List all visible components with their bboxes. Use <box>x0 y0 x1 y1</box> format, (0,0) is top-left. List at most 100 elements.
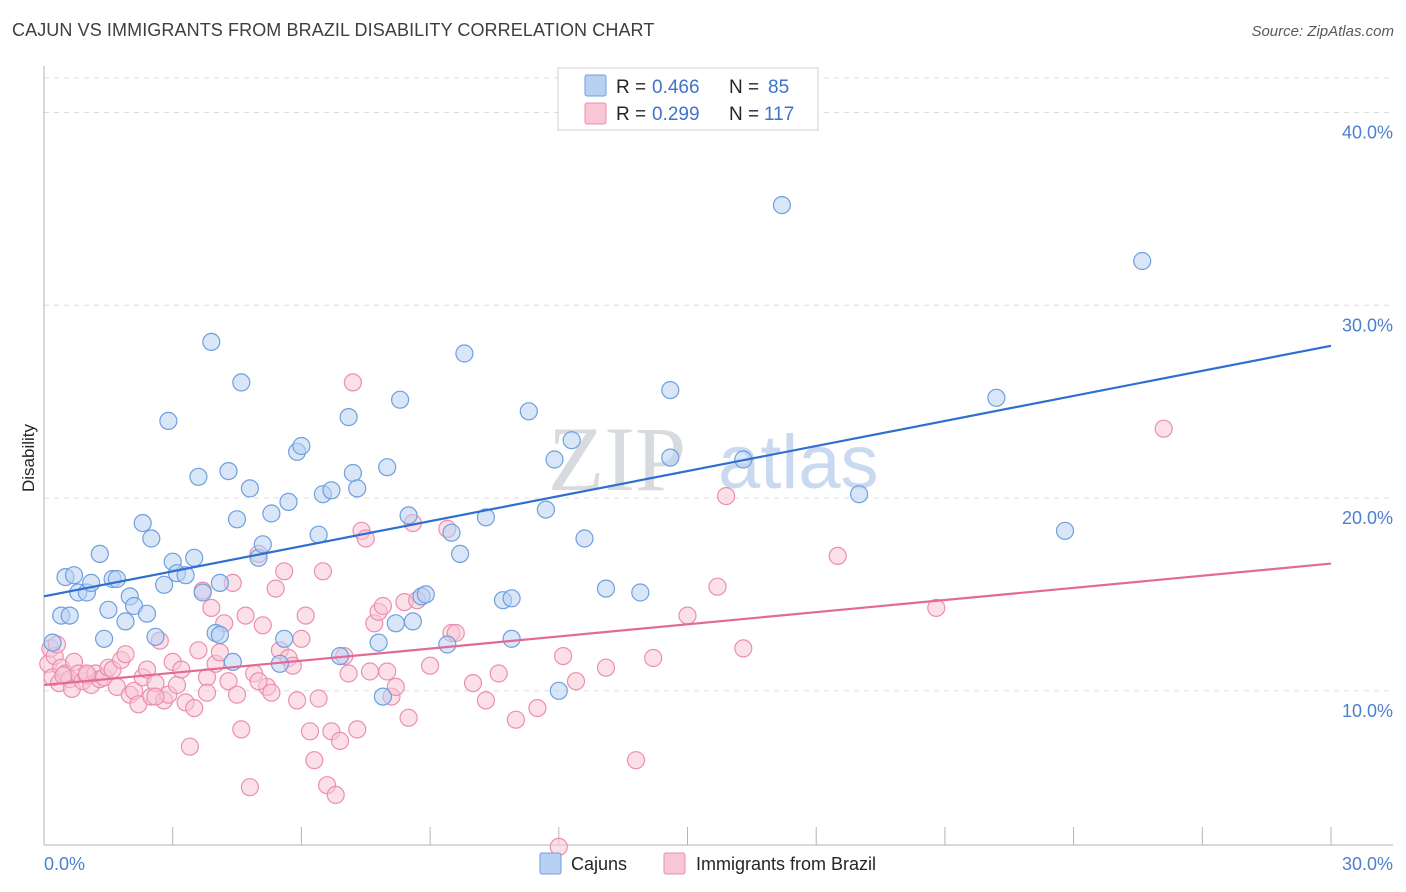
brazil-point <box>373 596 392 616</box>
cajun-point <box>1133 251 1152 271</box>
cajun-point <box>369 633 388 652</box>
legend-label-cajuns: Cajuns <box>571 854 627 874</box>
brazil-point <box>262 683 281 702</box>
cajun-point <box>133 513 152 533</box>
brazil-point <box>644 648 663 668</box>
brazil-point <box>927 598 946 618</box>
brazil-point <box>626 751 646 770</box>
cajun-point <box>399 506 418 525</box>
brazil-point <box>202 598 221 618</box>
trend-lines <box>43 344 1332 687</box>
brazil-point <box>463 673 483 693</box>
brazil-point <box>489 664 508 683</box>
y-axis-label: Disability <box>19 423 38 492</box>
brazil-point <box>476 691 495 710</box>
brazil-point <box>326 785 345 805</box>
cajun-point <box>416 585 435 604</box>
cajun-point <box>142 529 161 548</box>
cajun-point <box>227 510 247 529</box>
cajun-point <box>137 604 157 623</box>
cajun-point <box>661 381 680 400</box>
cajun-point <box>545 450 564 469</box>
legend-swatch-brazil <box>584 102 607 125</box>
cajun-point <box>146 627 165 646</box>
cajun-point <box>232 373 251 392</box>
cajun-point <box>373 687 392 706</box>
legend-swatch-cajuns <box>584 74 607 97</box>
brazil-point <box>296 606 315 625</box>
cajun-point <box>343 463 362 483</box>
cajun-point <box>476 508 495 527</box>
cajun-point <box>193 583 212 602</box>
cajun-point <box>107 569 127 589</box>
cajun-point <box>442 523 461 542</box>
cajun-point <box>219 462 238 481</box>
brazil-point <box>253 616 272 635</box>
y-tick-label: 10.0% <box>1342 701 1393 721</box>
series-cajuns <box>43 196 1152 706</box>
brazil-point <box>292 629 311 648</box>
legend-swatch-brazil <box>663 852 686 875</box>
cajun-point <box>43 633 62 652</box>
brazil-point <box>378 662 397 681</box>
brazil-point <box>54 666 73 685</box>
brazil-point <box>240 778 259 797</box>
axes <box>43 66 1393 846</box>
cajun-point <box>502 589 521 608</box>
legend-r-value: 0.466 <box>652 77 700 98</box>
cajun-point <box>210 573 229 593</box>
cajun-point <box>202 332 221 351</box>
brazil-point <box>167 675 187 695</box>
legend-r-label: R = <box>616 104 646 125</box>
brazil-point <box>386 677 405 697</box>
cajun-point <box>116 612 135 631</box>
brazil-point <box>716 487 736 506</box>
y-tick-label: 30.0% <box>1342 315 1393 335</box>
cajun-point <box>64 566 84 585</box>
cajun-point <box>451 544 470 564</box>
cajun-point <box>596 579 616 598</box>
brazil-point <box>249 672 268 691</box>
cajun-point <box>575 529 594 548</box>
brazil-point <box>596 658 616 677</box>
brazil-point <box>360 662 380 681</box>
brazil-point <box>219 672 238 691</box>
cajun-point <box>210 625 229 645</box>
cajun-point <box>159 411 178 430</box>
brazil-point <box>189 641 208 660</box>
brazil-point <box>343 373 362 392</box>
legend-r-label: R = <box>616 77 646 98</box>
brazil-point <box>678 606 697 625</box>
cajun-point <box>99 600 118 619</box>
legend-n-label: N = <box>729 104 759 125</box>
brazil-point <box>734 639 753 658</box>
cajun-point <box>262 504 281 523</box>
brazil-point <box>313 562 332 581</box>
cajun-point <box>90 544 109 564</box>
legend-n-label: N = <box>729 77 759 98</box>
brazil-point <box>197 683 217 702</box>
legend-label-brazil: Immigrants from Brazil <box>696 854 876 874</box>
y-tick-label: 40.0% <box>1342 123 1393 143</box>
cajun-point <box>1055 521 1075 540</box>
x-tick-label-max: 30.0% <box>1342 854 1393 874</box>
legend-swatch-cajuns <box>539 852 562 875</box>
cajun-point <box>661 448 680 467</box>
cajun-point <box>322 481 341 500</box>
cajun-point <box>849 485 869 504</box>
brazil-point <box>828 546 847 566</box>
brazil-point <box>553 646 573 666</box>
brazil-point <box>566 672 586 691</box>
brazil-point <box>236 606 255 625</box>
brazil-point <box>339 664 358 683</box>
cajun-point <box>240 479 259 498</box>
cajun-point <box>279 492 298 511</box>
cajun-point <box>60 606 79 625</box>
cajun-point <box>386 614 405 633</box>
brazil-point <box>227 685 247 704</box>
brazil-point <box>185 698 204 718</box>
cajun-point <box>987 388 1006 407</box>
cajun-point <box>438 635 457 654</box>
cajun-point <box>292 436 311 456</box>
